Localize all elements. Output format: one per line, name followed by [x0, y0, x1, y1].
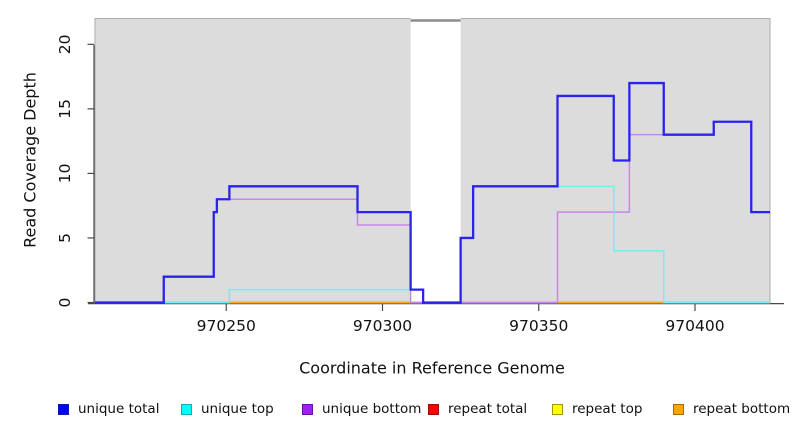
chart-canvas: 970250 970300 970350 970400 0 5 10 15 20: [56, 12, 784, 335]
legend-item-repeat-bottom: repeat bottom: [673, 398, 790, 420]
legend-label: repeat top: [572, 401, 643, 417]
legend-swatch-unique-total: [58, 403, 69, 415]
y-tick-label: 10: [56, 164, 74, 184]
legend-swatch-repeat-total: [428, 403, 439, 415]
legend-swatch-unique-top: [181, 403, 192, 415]
legend-item-repeat-total: repeat total: [428, 398, 527, 420]
y-tick-label: 15: [56, 99, 74, 119]
x-tick-label: 970400: [665, 317, 724, 335]
legend-swatch-repeat-top: [552, 403, 563, 415]
legend-swatch-repeat-bottom: [673, 403, 684, 415]
legend-swatch-unique-bottom: [302, 403, 313, 415]
y-axis-ticks: 0 5 10 15 20: [56, 34, 94, 307]
legend: unique total unique top unique bottom re…: [0, 398, 792, 422]
legend-item-unique-top: unique top: [181, 398, 274, 420]
y-axis-title: Read Coverage Depth: [20, 72, 40, 248]
legend-label: repeat total: [448, 401, 528, 417]
y-tick-label: 20: [56, 34, 74, 54]
x-axis-title: Coordinate in Reference Genome: [299, 358, 565, 378]
legend-item-unique-bottom: unique bottom: [302, 398, 421, 420]
y-tick-label: 5: [56, 233, 74, 243]
legend-item-repeat-top: repeat top: [552, 398, 642, 420]
series-unique-total: [95, 81, 770, 304]
y-tick-label: 0: [56, 298, 74, 308]
legend-label: unique total: [78, 401, 160, 417]
x-tick-label: 970250: [197, 317, 256, 335]
legend-item-unique-total: unique total: [58, 398, 159, 420]
x-axis-ticks: 970250 970300 970350 970400: [197, 304, 725, 335]
legend-label: repeat bottom: [693, 401, 791, 417]
x-tick-label: 970300: [353, 317, 412, 335]
legend-label: unique bottom: [322, 401, 422, 417]
legend-label: unique top: [201, 401, 274, 417]
x-tick-label: 970350: [509, 317, 568, 335]
gap-band: [410, 12, 461, 302]
